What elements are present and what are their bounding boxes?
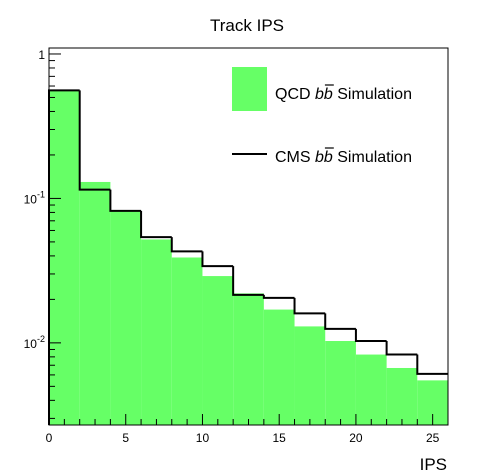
x-tick-label: 25: [426, 431, 440, 445]
cms-step-12: [416, 354, 448, 375]
cms-step-5: [201, 251, 234, 268]
qcd-bar-7: [263, 309, 295, 425]
cms-step-2: [109, 189, 142, 212]
cms-step-4: [170, 237, 203, 253]
x-tick-label: 10: [196, 431, 210, 445]
cms-step-1: [78, 90, 111, 191]
qcd-bar-6: [233, 293, 264, 425]
cms-step-9: [324, 313, 356, 330]
qcd-bar-4: [171, 257, 203, 425]
chart-title: Track IPS: [210, 16, 284, 35]
qcd-bar-11: [386, 367, 418, 425]
qcd-bar-10: [355, 354, 387, 425]
cms-step-7: [262, 294, 295, 299]
qcd-bar-1: [79, 181, 111, 425]
qcd-bar-3: [141, 239, 172, 425]
qcd-bar-9: [325, 341, 356, 425]
cms-step-11: [385, 341, 418, 356]
qcd-bar-5: [202, 276, 234, 425]
x-tick-label: 5: [122, 431, 129, 445]
cms-step-3: [140, 210, 172, 239]
qcd-histogram-fill: [49, 90, 448, 425]
y-tick-label: 10-2: [24, 334, 45, 351]
legend-label-cms: CMS bb Simulation: [275, 149, 412, 166]
qcd-bar-2: [110, 210, 142, 425]
x-tick-label: 15: [273, 431, 287, 445]
x-tick-label: 0: [46, 431, 53, 445]
x-axis: 0 5 10 15 20 25: [46, 414, 449, 445]
legend-label-qcd: QCD bb Simulation: [275, 86, 412, 103]
cms-step-8: [293, 297, 326, 315]
qcd-bar-8: [294, 326, 326, 425]
chart-legend: QCD bb Simulation CMS bb Simulation: [232, 67, 412, 166]
y-tick-label: 1: [38, 48, 45, 62]
cms-step-10: [354, 328, 387, 343]
qcd-bar-0: [49, 90, 80, 425]
cms-step-6: [232, 266, 264, 296]
y-axis: 1 10-1 10-2: [24, 48, 61, 419]
y-tick-label: 10-1: [24, 189, 45, 206]
legend-swatch-qcd: [232, 67, 267, 111]
x-axis-label: IPS: [420, 455, 447, 474]
x-tick-label: 20: [349, 431, 363, 445]
